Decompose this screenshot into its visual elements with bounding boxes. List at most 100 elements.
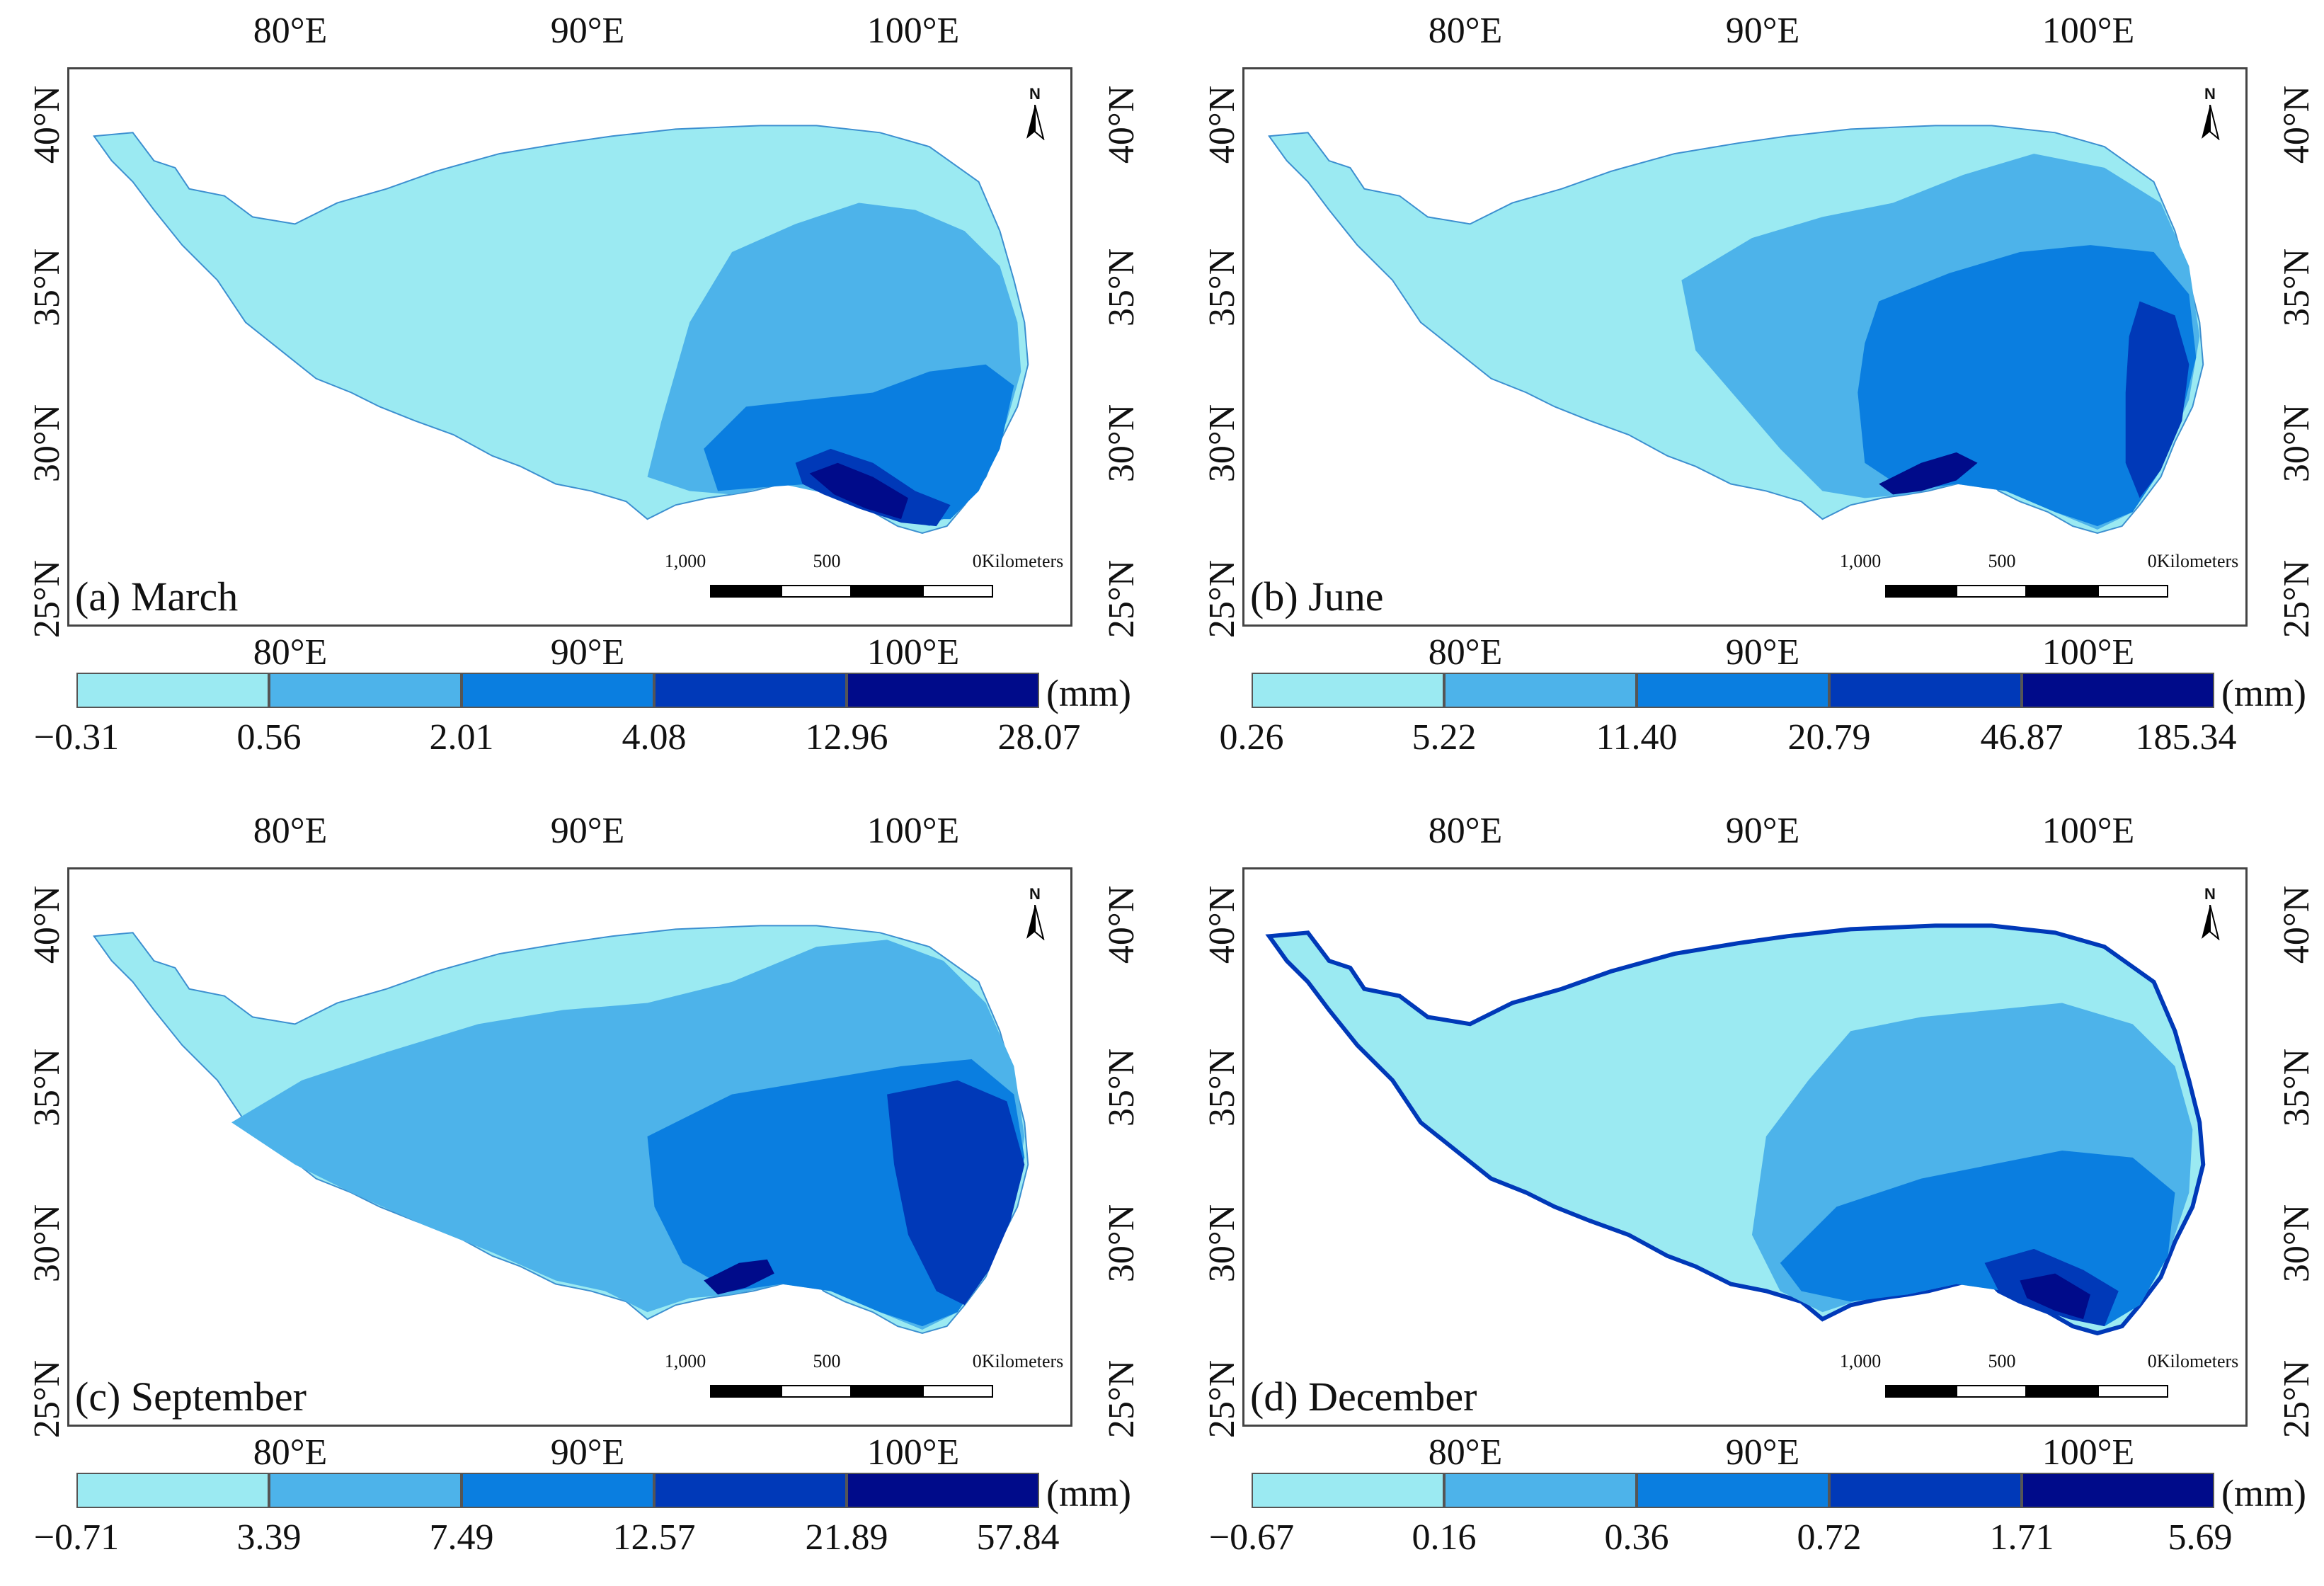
color-legend: (mm) −0.67 0.16 0.36 0.72 1.71 5.69 — [1209, 1472, 2306, 1558]
lat-label-right: 30°N — [1101, 1204, 1143, 1283]
lat-label-right: 35°N — [2277, 1048, 2318, 1127]
map-panel-march: 80°E 90°E 100°E 40°N 35°N 30°N 25°N 40°N… — [0, 0, 1161, 786]
legend-tick: 5.22 — [1412, 717, 1477, 758]
scale-label: 0Kilometers — [972, 1351, 1064, 1371]
lon-label-top: 100°E — [2042, 11, 2135, 51]
lon-label-top: 90°E — [1725, 811, 1800, 851]
lon-label-top: 80°E — [1428, 811, 1503, 851]
panel-title: (c) September — [75, 1374, 307, 1420]
scale-segment — [1885, 1385, 1956, 1398]
map-frame: N 1,000 500 0Kilometers (d) December — [1242, 867, 2248, 1427]
legend-tick: 46.87 — [1980, 717, 2063, 758]
legend-swatch — [847, 1473, 1039, 1508]
legend-swatch — [269, 1473, 462, 1508]
lon-label-top: 100°E — [866, 11, 960, 51]
scale-segment — [1885, 585, 1956, 598]
plateau-map — [93, 125, 1029, 535]
legend-tick: 21.89 — [805, 1517, 888, 1558]
lon-label-bottom: 80°E — [1428, 1432, 1503, 1473]
legend-swatch — [76, 673, 269, 708]
lon-label-top: 80°E — [253, 811, 328, 851]
lon-label-top: 100°E — [2042, 811, 2135, 851]
legend-swatch — [1829, 1473, 2022, 1508]
lat-label-left: 25°N — [27, 559, 68, 639]
north-arrow-icon: N — [2196, 85, 2224, 142]
lon-label-bottom: 100°E — [2042, 632, 2135, 673]
north-letter: N — [2204, 85, 2216, 103]
scale-segment — [710, 1385, 781, 1398]
lat-label-left: 25°N — [1202, 1359, 1243, 1439]
legend-tick: 0.56 — [236, 717, 302, 758]
lon-label-bottom: 100°E — [866, 1432, 960, 1473]
color-legend: (mm) 0.26 5.22 11.40 20.79 46.87 185.34 — [1220, 672, 2306, 758]
legend-swatch — [1252, 673, 1444, 708]
legend-swatch — [1829, 673, 2022, 708]
lat-label-left: 35°N — [1202, 1048, 1243, 1127]
legend-tick: 11.40 — [1596, 717, 1678, 758]
north-letter: N — [1029, 85, 1041, 103]
panel-title: (b) June — [1250, 574, 1384, 620]
lon-label-bottom: 100°E — [866, 632, 960, 673]
plateau-region-level3 — [1858, 245, 2197, 527]
scale-segment — [710, 585, 781, 598]
plateau-map — [93, 925, 1029, 1335]
scale-segment — [2097, 585, 2168, 598]
scale-label: 1,000 — [664, 1351, 706, 1371]
scale-segment — [2097, 1385, 2168, 1398]
legend-tick: −0.67 — [1208, 1517, 1295, 1558]
map-frame: N 1,000 500 0Kilometers (a) March — [67, 67, 1072, 627]
lon-label-bottom: 90°E — [550, 632, 625, 673]
legend-tick: 4.08 — [622, 717, 687, 758]
scale-segment — [781, 585, 852, 598]
legend-tick: 0.72 — [1797, 1517, 1862, 1558]
map-frame: N 1,000 500 0Kilometers (c) September — [67, 867, 1072, 1427]
legend-unit: (mm) — [1046, 1472, 1131, 1514]
color-legend: (mm) −0.71 3.39 7.49 12.57 21.89 57.84 — [34, 1472, 1131, 1558]
scale-bar: 1,000 500 0Kilometers — [665, 551, 1075, 615]
legend-tick: 5.69 — [2168, 1517, 2233, 1558]
lon-label-bottom: 90°E — [1725, 632, 1800, 673]
panel-title: (d) December — [1250, 1374, 1477, 1420]
lat-label-right: 40°N — [2277, 885, 2318, 964]
scale-bar: 1,000 500 0Kilometers — [1840, 551, 2250, 615]
scale-label: 500 — [1988, 1351, 2016, 1371]
plateau-region-level3 — [704, 364, 1014, 520]
legend-swatch — [654, 1473, 847, 1508]
lat-label-left: 40°N — [1202, 885, 1243, 964]
scale-bar: 1,000 500 0Kilometers — [1840, 1351, 2250, 1415]
scale-label: 500 — [1988, 551, 2016, 571]
scale-segment — [852, 585, 922, 598]
lat-label-right: 35°N — [1101, 1048, 1143, 1127]
lon-label-top: 100°E — [866, 811, 960, 851]
legend-tick: 12.96 — [805, 717, 888, 758]
map-frame: N 1,000 500 0Kilometers (b) June — [1242, 67, 2248, 627]
legend-swatch — [1252, 1473, 1444, 1508]
lat-label-right: 35°N — [2277, 248, 2318, 327]
legend-tick: 0.16 — [1412, 1517, 1477, 1558]
scale-segment — [922, 585, 993, 598]
lat-label-right: 30°N — [2277, 404, 2318, 483]
lon-label-bottom: 80°E — [1428, 632, 1503, 673]
north-arrow-icon: N — [1021, 85, 1049, 142]
scale-segment — [852, 1385, 922, 1398]
lon-label-top: 80°E — [253, 11, 328, 51]
legend-tick: 7.49 — [429, 1517, 494, 1558]
north-letter: N — [2204, 885, 2216, 903]
legend-unit: (mm) — [2221, 1472, 2306, 1514]
legend-unit: (mm) — [2221, 672, 2306, 714]
scale-segment — [781, 1385, 852, 1398]
plateau-region-level5 — [2020, 1273, 2090, 1320]
legend-tick: 3.39 — [236, 1517, 302, 1558]
lat-label-right: 40°N — [2277, 85, 2318, 164]
scale-segment — [1956, 585, 2027, 598]
lat-label-left: 40°N — [27, 85, 68, 164]
map-panel-june: 80°E 90°E 100°E 40°N 35°N 30°N 25°N 40°N… — [1175, 0, 2324, 786]
legend-tick: 57.84 — [976, 1517, 1060, 1558]
legend-swatch — [1637, 1473, 1829, 1508]
plateau-region-level4 — [2125, 301, 2190, 498]
lon-label-top: 90°E — [550, 11, 625, 51]
lat-label-left: 35°N — [27, 248, 68, 327]
north-letter: N — [1029, 885, 1041, 903]
map-panel-september: 80°E 90°E 100°E 40°N 35°N 30°N 25°N 40°N… — [0, 800, 1161, 1586]
legend-swatch — [1444, 1473, 1637, 1508]
